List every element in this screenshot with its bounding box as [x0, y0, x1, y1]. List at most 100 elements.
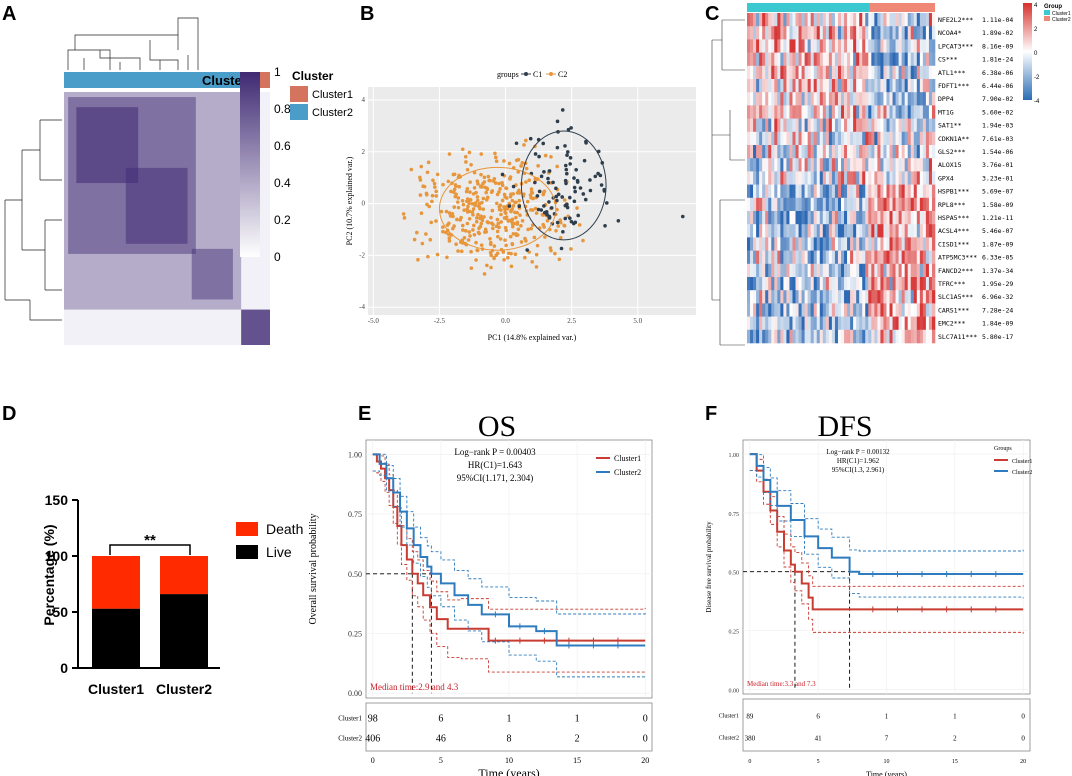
heatmap-cell — [841, 263, 845, 278]
heatmap-cell — [807, 131, 811, 146]
km-ci-lower-cluster2 — [372, 470, 646, 679]
heatmap-cell — [862, 211, 866, 225]
heatmap-cell — [816, 145, 821, 159]
heatmap-cell — [816, 197, 821, 212]
heatmap-cell — [895, 224, 899, 238]
heatmap-cell — [789, 105, 793, 119]
heatmap-cell — [913, 39, 918, 53]
pca-point-c1 — [555, 145, 560, 150]
heatmap-cell — [762, 13, 766, 27]
heatmap-cell — [910, 171, 915, 185]
heatmap-cell — [801, 290, 805, 304]
heatmap-cell — [904, 26, 909, 40]
heatmap-cell — [780, 197, 784, 212]
heatmap-cell — [898, 211, 902, 225]
heatmap-cell — [901, 277, 905, 291]
heatmap-cell — [834, 329, 839, 344]
risk-table-cell: 8 — [507, 734, 512, 745]
pca-point-c2 — [470, 202, 475, 206]
heatmap-cell — [892, 105, 896, 119]
heatmap-cell — [877, 263, 881, 278]
heatmap-cell — [898, 52, 902, 67]
heatmap-cell — [819, 329, 824, 344]
heatmap-cell — [850, 277, 854, 291]
pca-point-c2 — [472, 223, 476, 228]
pca-point-c1 — [573, 189, 577, 194]
heatmap-cell — [853, 105, 857, 119]
heatmap-cell — [847, 303, 851, 317]
heatmap-cell — [880, 158, 884, 172]
pca-point-c1 — [569, 126, 573, 130]
pca-point-c2 — [557, 257, 562, 262]
heatmap-cell — [825, 26, 830, 40]
pca-point-c2 — [493, 151, 497, 156]
pca-point-c2 — [425, 170, 430, 175]
heatmap-cell — [819, 92, 824, 106]
heatmap-cell — [798, 171, 802, 185]
heatmap-cell — [901, 131, 905, 146]
heatmap-cell — [889, 184, 893, 199]
heatmap-cell — [889, 329, 893, 344]
pca-point-c2 — [499, 220, 503, 224]
heatmap-cell — [862, 39, 866, 53]
heatmap-cell — [768, 118, 772, 133]
heatmap-cell — [792, 184, 796, 199]
heatmap-cell — [759, 145, 763, 159]
heatmap-cell — [880, 171, 884, 185]
pca-point-c2 — [498, 237, 503, 241]
heatmap-cell — [919, 211, 924, 225]
heatmap-cell — [783, 145, 787, 159]
heatmap-cell — [822, 118, 827, 133]
heatmap-cell — [780, 158, 784, 172]
heatmap-cell — [756, 197, 760, 212]
heatmap-cell — [916, 303, 921, 317]
heatmap-cell — [756, 52, 760, 67]
heatmap-cell — [801, 237, 805, 251]
heatmap-cell — [889, 277, 893, 291]
pca-point-c2 — [478, 216, 482, 221]
gene-pvalue: 7.61e-03 — [982, 135, 1013, 143]
gene-name: FANCD2*** — [938, 267, 973, 275]
pca-legend-c2: C2 — [558, 70, 567, 79]
heatmap-cell — [771, 316, 775, 331]
heatmap-cell — [877, 316, 881, 331]
heatmap-cell — [904, 92, 909, 106]
heatmap-cell — [750, 131, 754, 146]
heatmap-cell — [753, 171, 757, 185]
heatmap-cell — [892, 290, 896, 304]
heatmap-cell — [768, 290, 772, 304]
heatmap-cell — [777, 145, 781, 159]
heatmap-cell — [844, 26, 848, 40]
pca-point-c2 — [477, 226, 481, 231]
heatmap-cell — [774, 197, 778, 212]
heatmap-cell — [795, 145, 799, 159]
heatmap-cell — [880, 26, 884, 40]
heatmap-cell — [795, 184, 799, 199]
heatmap-cell — [768, 329, 772, 344]
heatmap-cell — [768, 277, 772, 291]
risk-table-cell: 406 — [365, 734, 380, 745]
heatmap-cell — [750, 13, 754, 27]
km-ci-lower-cluster1 — [749, 470, 1024, 634]
pca-point-c2 — [474, 240, 478, 245]
heatmap-cell — [816, 250, 821, 265]
km-xtick: 15 — [573, 756, 581, 765]
heatmap-cell — [753, 26, 757, 40]
heatmap-cell — [762, 171, 766, 185]
heatmap-cell — [822, 237, 827, 251]
heatmap-cell — [886, 224, 890, 238]
heatmap-cell — [747, 79, 751, 93]
heatmap-cell — [756, 277, 760, 291]
heatmap-cell — [931, 118, 936, 133]
heatmap-cell — [762, 118, 766, 133]
heatmap-cell — [913, 184, 918, 199]
heatmap-cell — [828, 171, 833, 185]
heatmap-cell — [856, 211, 860, 225]
heatmap-cell — [786, 39, 790, 53]
heatmap-cell — [919, 329, 924, 344]
c-colorbar-tick: 4 — [1034, 3, 1038, 9]
heatmap-cell — [886, 250, 890, 265]
heatmap-cell — [753, 13, 757, 27]
heatmap-cell — [759, 316, 763, 331]
heatmap-cell — [795, 316, 799, 331]
